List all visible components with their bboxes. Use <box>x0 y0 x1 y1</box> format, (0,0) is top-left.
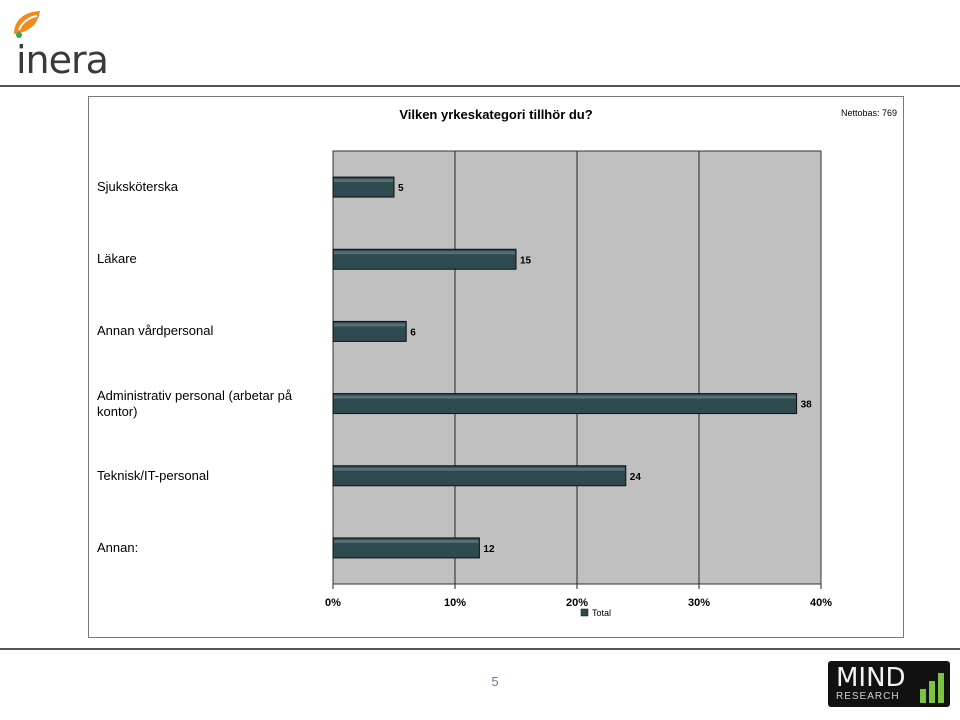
bar-chart: 0% 10% 20% 30% 40% 5 15 6 38 24 12 Total <box>325 150 832 618</box>
bar-chart-icon <box>920 673 944 703</box>
bar-highlight <box>334 395 796 399</box>
footer-divider <box>0 648 960 650</box>
base-note: Nettobas: 769 <box>840 108 897 118</box>
category-label: Annan vårdpersonal <box>97 323 214 339</box>
x-tick-label: 20% <box>566 597 588 609</box>
bar-highlight <box>334 539 479 543</box>
legend-label: Total <box>592 608 611 618</box>
inera-leaf-icon <box>14 11 40 38</box>
data-label: 5 <box>398 183 404 194</box>
brand-main: MIND <box>836 663 906 693</box>
data-label: 38 <box>801 400 813 411</box>
data-label: 12 <box>483 544 495 555</box>
category-label: Läkare <box>97 251 137 267</box>
x-tick-label: 10% <box>444 597 466 609</box>
header-divider <box>0 85 960 87</box>
category-label: Annan: <box>97 539 139 555</box>
mind-research-logo: MIND RESEARCH <box>828 661 950 707</box>
bar-highlight <box>334 467 625 471</box>
category-label: Sjuksköterska <box>97 179 178 195</box>
x-tick-label: 0% <box>325 597 341 609</box>
x-tick-label: 30% <box>688 597 710 609</box>
brand-sub: RESEARCH <box>836 691 900 702</box>
category-label: Teknisk/IT-personal <box>97 467 209 483</box>
data-label: 6 <box>410 327 416 338</box>
data-label: 15 <box>520 255 532 266</box>
bar <box>332 320 407 342</box>
page-number: 5 <box>491 674 499 689</box>
data-label: 24 <box>630 472 642 483</box>
bar-highlight <box>334 323 406 327</box>
bar-highlight <box>334 179 393 183</box>
chart-title: Vilken yrkeskategori tillhör du? <box>399 107 593 122</box>
x-tick-label: 40% <box>810 597 832 609</box>
logo-wordmark: inera <box>16 38 109 82</box>
bar-highlight <box>334 251 515 255</box>
chart-frame: Vilken yrkeskategori tillhör du? Nettoba… <box>88 96 904 638</box>
legend-swatch <box>580 608 589 617</box>
inera-logo: inera <box>10 8 120 82</box>
bar <box>332 176 395 198</box>
category-label: Administrativ personal (arbetar på konto… <box>97 387 293 419</box>
